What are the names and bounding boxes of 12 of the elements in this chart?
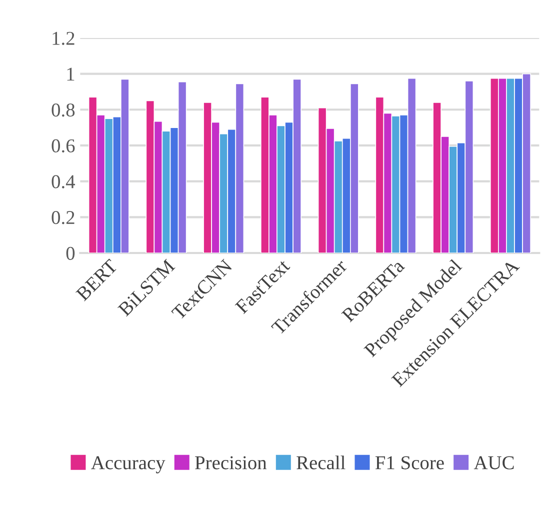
y-tick-label: 0.2 xyxy=(52,210,74,224)
legend-label: Recall xyxy=(296,456,346,470)
legend-label: F1 Score xyxy=(375,456,444,470)
y-tick-label: 0.8 xyxy=(52,103,75,117)
y-tick-label: 1.2 xyxy=(52,32,74,45)
y-tick-label: 1 xyxy=(67,68,74,81)
y-tick-label: 0.4 xyxy=(52,175,76,188)
y-tick-label: 0.6 xyxy=(52,139,75,152)
legend-label: Accuracy xyxy=(91,456,166,474)
legend-label: AUC xyxy=(474,456,514,470)
y-tick-label: 0 xyxy=(66,246,75,260)
legend-label: Precision xyxy=(195,456,267,470)
